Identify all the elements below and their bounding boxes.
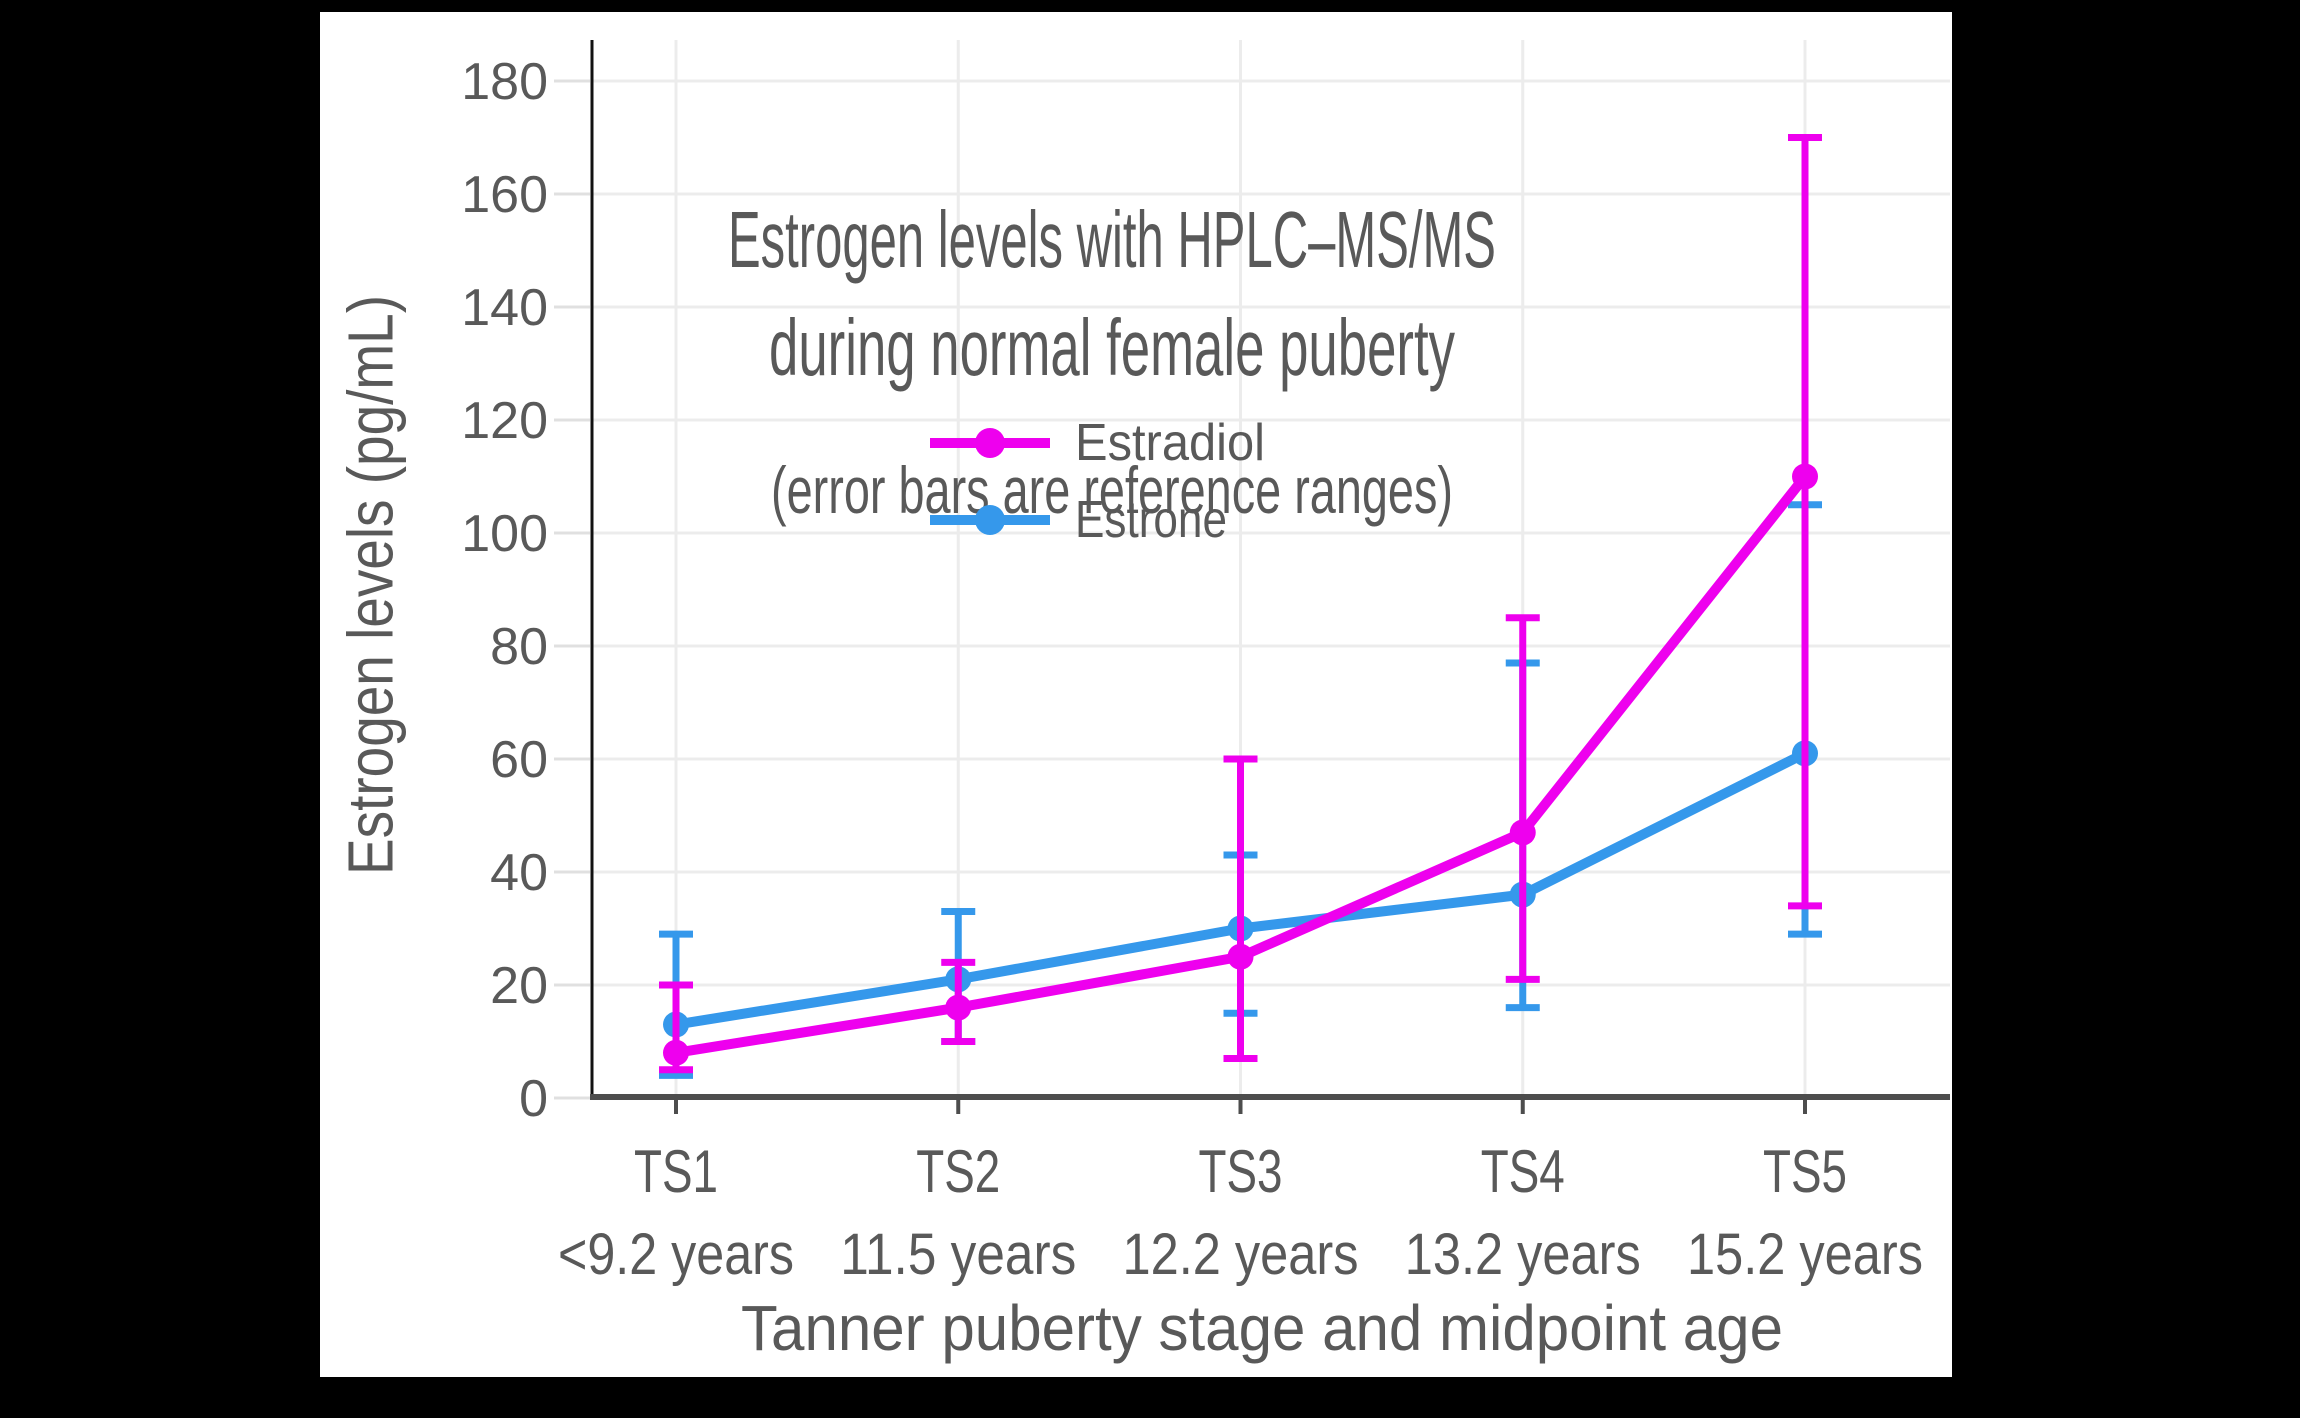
legend-label-estrone: Estrone bbox=[1075, 491, 1227, 549]
x-tick-marks bbox=[674, 1097, 1807, 1114]
x-age-label: <9.2 years bbox=[558, 1222, 794, 1287]
estradiol-point bbox=[1792, 463, 1818, 490]
y-tick-label: 140 bbox=[461, 279, 548, 337]
series-layer bbox=[659, 134, 1822, 1079]
x-category-label: TS5 bbox=[1763, 1138, 1847, 1205]
chart-title-line-2: during normal female puberty bbox=[769, 303, 1455, 392]
y-tick-label: 60 bbox=[490, 731, 548, 789]
y-tick-label: 160 bbox=[461, 166, 548, 224]
chart-subtitle: (error bars are reference ranges) bbox=[771, 453, 1453, 527]
y-tick-label: 80 bbox=[490, 618, 548, 676]
x-category-label: TS2 bbox=[916, 1138, 1000, 1205]
axis-labels: 0 20 40 60 80 100 120 140 160 180 TS1 <9.2 years TS2… bbox=[461, 53, 1923, 1287]
legend-item-estrone: Estrone bbox=[930, 491, 1227, 549]
estrone-legend-dot bbox=[975, 505, 1005, 535]
estradiol-point bbox=[1227, 943, 1254, 970]
x-category-label: TS1 bbox=[634, 1138, 718, 1205]
estradiol-series bbox=[659, 134, 1822, 1074]
x-category-label: TS3 bbox=[1199, 1138, 1283, 1205]
x-category-label: TS4 bbox=[1481, 1138, 1565, 1205]
estradiol-legend-dot bbox=[975, 428, 1005, 458]
x-age-label: 15.2 years bbox=[1687, 1222, 1923, 1287]
legend-label-estradiol: Estradiol bbox=[1075, 414, 1265, 472]
estradiol-point bbox=[945, 994, 972, 1021]
y-tick-label: 120 bbox=[461, 392, 548, 450]
y-tick-label: 180 bbox=[461, 53, 548, 111]
x-axis-title: Tanner puberty stage and midpoint age bbox=[741, 1292, 1783, 1364]
chart-title-line-1: Estrogen levels with HPLC–MS/MS bbox=[728, 195, 1496, 284]
y-tick-label: 20 bbox=[490, 957, 548, 1015]
y-tick-label: 100 bbox=[461, 505, 548, 563]
estradiol-point bbox=[663, 1039, 689, 1066]
x-age-label: 11.5 years bbox=[840, 1222, 1076, 1287]
y-axis-title: Estrogen levels (pg/mL) bbox=[334, 295, 406, 875]
x-age-label: 13.2 years bbox=[1405, 1222, 1641, 1287]
legend: Estradiol Estrone bbox=[930, 414, 1265, 549]
legend-item-estradiol: Estradiol bbox=[930, 414, 1265, 472]
y-tick-label: 40 bbox=[490, 844, 548, 902]
estradiol-point bbox=[1509, 819, 1536, 846]
y-tick-label: 0 bbox=[519, 1070, 548, 1128]
x-age-label: 12.2 years bbox=[1123, 1222, 1359, 1287]
